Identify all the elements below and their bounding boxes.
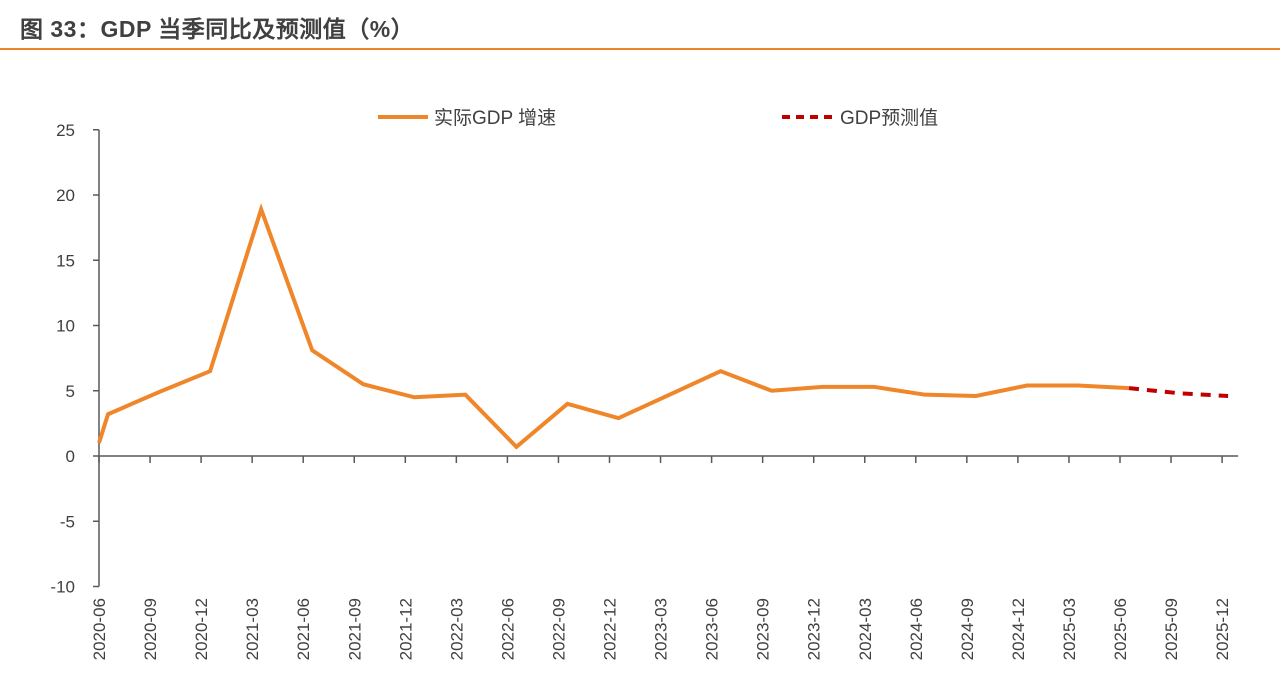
x-tick-label: 2025-09 — [1162, 598, 1181, 660]
y-tick-label: -5 — [60, 512, 75, 531]
x-tick-label: 2024-12 — [1009, 598, 1028, 660]
x-tick-label: 2024-06 — [907, 598, 926, 660]
actual-gdp-line — [97, 203, 1130, 450]
x-tick-label: 2024-09 — [958, 598, 977, 660]
x-tick-label: 2021-12 — [396, 598, 415, 660]
x-tick-label: 2025-03 — [1060, 598, 1079, 660]
y-tick-label: -10 — [50, 578, 75, 597]
x-tick-label: 2024-03 — [856, 598, 875, 660]
y-tick-label: 10 — [56, 317, 75, 336]
x-tick-label: 2022-06 — [498, 598, 517, 660]
x-tick-label: 2023-06 — [703, 598, 722, 660]
y-tick-label: 25 — [56, 121, 75, 140]
x-tick-label: 2021-06 — [294, 598, 313, 660]
x-tick-label: 2025-06 — [1111, 598, 1130, 660]
legend: 实际GDP 增速 GDP预测值 — [378, 107, 938, 129]
y-tick-label: 20 — [56, 186, 75, 205]
title-divider — [0, 48, 1280, 50]
plot-area — [97, 203, 1229, 450]
x-tick-label: 2020-09 — [141, 598, 160, 660]
x-tick-label: 2021-03 — [243, 598, 262, 660]
legend-forecast-label: GDP预测值 — [840, 107, 938, 129]
y-axis: 25 20 15 10 5 0 -5 -10 — [50, 121, 100, 597]
x-tick-label: 2023-09 — [754, 598, 773, 660]
y-tick-label: 15 — [56, 251, 75, 270]
x-tick-label: 2022-12 — [601, 598, 620, 660]
x-tick-label: 2022-03 — [447, 598, 466, 660]
x-tick-label: 2022-09 — [549, 598, 568, 660]
chart-title: 图 33：GDP 当季同比及预测值（%） — [20, 16, 415, 42]
x-tick-label: 2023-03 — [652, 598, 671, 660]
x-tick-label: 2023-12 — [805, 598, 824, 660]
y-tick-label: 0 — [66, 447, 75, 466]
x-tick-label: 2020-06 — [90, 598, 109, 660]
x-tick-label: 2021-09 — [345, 598, 364, 660]
y-tick-label: 5 — [66, 382, 75, 401]
x-axis: 2020-06 2020-09 2020-12 2021-03 2021-06 2021-… — [90, 455, 1239, 660]
legend-actual-label: 实际GDP 增速 — [434, 107, 556, 129]
forecast-gdp-line — [1128, 386, 1229, 398]
x-tick-label: 2025-12 — [1213, 598, 1232, 660]
x-tick-label: 2020-12 — [192, 598, 211, 660]
